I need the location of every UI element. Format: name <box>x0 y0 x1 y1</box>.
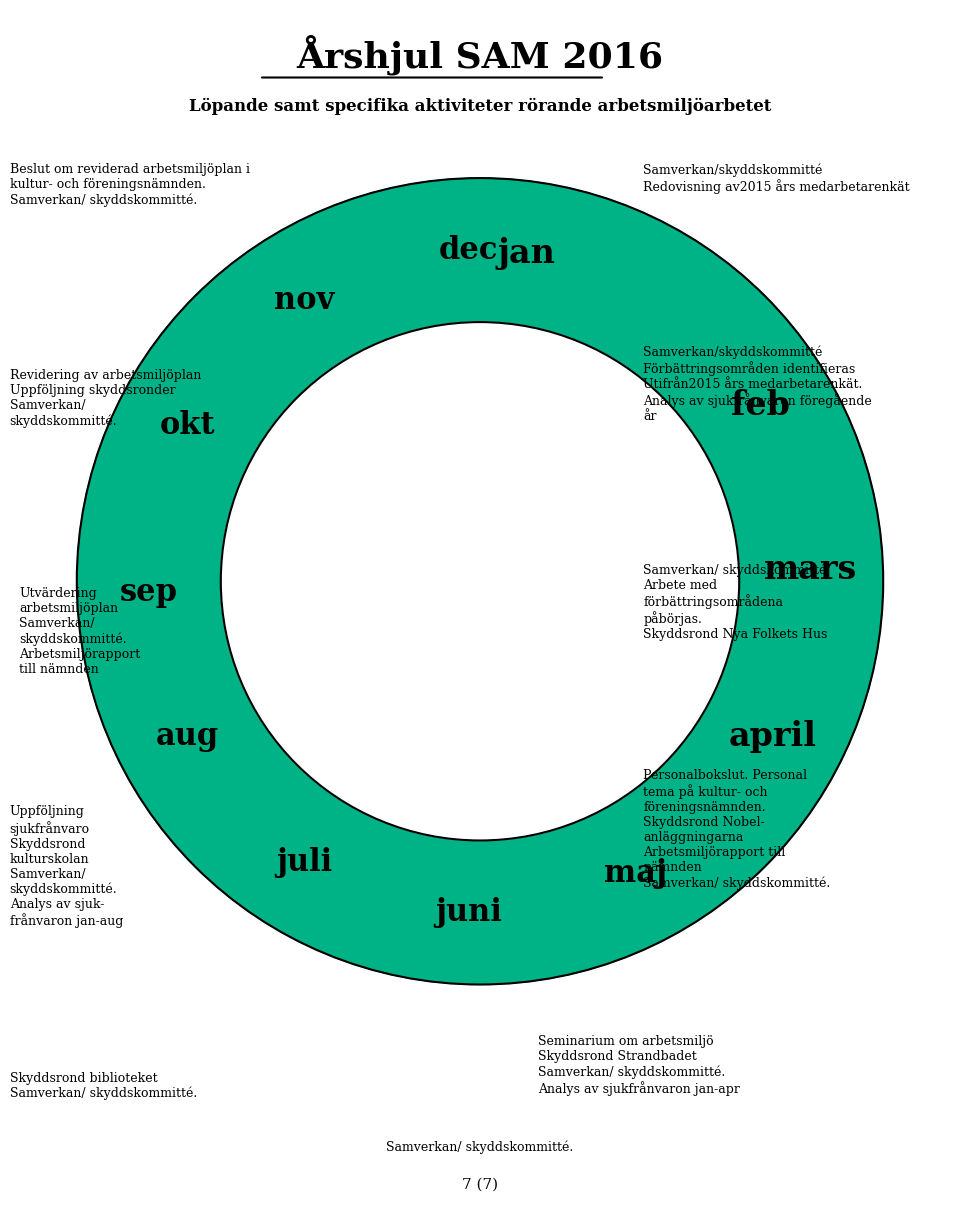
Text: Seminarium om arbetsmiljö
Skyddsrond Strandbadet
Samverkan/ skyddskommitté.
Anal: Seminarium om arbetsmiljö Skyddsrond Str… <box>538 1035 739 1096</box>
Text: Samverkan/skyddskommitté
Förbättringsområden identifieras
Utifrån2015 års medarb: Samverkan/skyddskommitté Förbättringsomr… <box>643 345 872 423</box>
Text: juni: juni <box>435 897 502 928</box>
Text: 7 (7): 7 (7) <box>462 1177 498 1192</box>
Text: Samverkan/ skyddskommitté.
Arbete med
förbättringsområdena
påbörjas.
Skyddsrond : Samverkan/ skyddskommitté. Arbete med fö… <box>643 563 830 641</box>
Text: mars: mars <box>764 553 857 586</box>
Text: Löpande samt specifika aktiviteter rörande arbetsmiljöarbetet: Löpande samt specifika aktiviteter röran… <box>189 98 771 115</box>
Text: Personalbokslut. Personal
tema på kultur- och
föreningsnämnden.
Skyddsrond Nobel: Personalbokslut. Personal tema på kultur… <box>643 769 830 890</box>
Text: Utvärdering
arbetsmiljöplan
Samverkan/
skyddskommitté.
Arbetsmiljörapport
till n: Utvärdering arbetsmiljöplan Samverkan/ s… <box>19 587 140 676</box>
Text: jan: jan <box>497 237 555 270</box>
Text: Årshjul SAM 2016: Årshjul SAM 2016 <box>297 34 663 75</box>
Text: aug: aug <box>156 722 219 752</box>
Text: Uppföljning
sjukfrånvaro
Skyddsrond
kulturskolan
Samverkan/
skyddskommitté.
Anal: Uppföljning sjukfrånvaro Skyddsrond kult… <box>10 805 123 929</box>
Text: maj: maj <box>604 859 667 889</box>
Text: Beslut om reviderad arbetsmiljöplan i
kultur- och föreningsnämnden.
Samverkan/ s: Beslut om reviderad arbetsmiljöplan i ku… <box>10 163 250 207</box>
Text: feb: feb <box>732 389 790 423</box>
Text: april: april <box>729 721 816 753</box>
Text: Revidering av arbetsmiljöplan
Uppföljning skyddsronder
Samverkan/
skyddskommitté: Revidering av arbetsmiljöplan Uppföljnin… <box>10 369 201 427</box>
Text: dec: dec <box>439 235 498 265</box>
Text: Samverkan/ skyddskommitté.: Samverkan/ skyddskommitté. <box>386 1141 574 1154</box>
Text: sep: sep <box>120 578 178 608</box>
Text: Skyddsrond biblioteket
Samverkan/ skyddskommitté.: Skyddsrond biblioteket Samverkan/ skydds… <box>10 1072 197 1101</box>
Text: Samverkan/skyddskommitté
Redovisning av2015 års medarbetarenkät: Samverkan/skyddskommitté Redovisning av2… <box>643 163 910 194</box>
Text: nov: nov <box>275 285 335 316</box>
Text: juli: juli <box>276 846 332 878</box>
Ellipse shape <box>77 178 883 985</box>
Ellipse shape <box>221 322 739 840</box>
Text: okt: okt <box>159 411 215 441</box>
